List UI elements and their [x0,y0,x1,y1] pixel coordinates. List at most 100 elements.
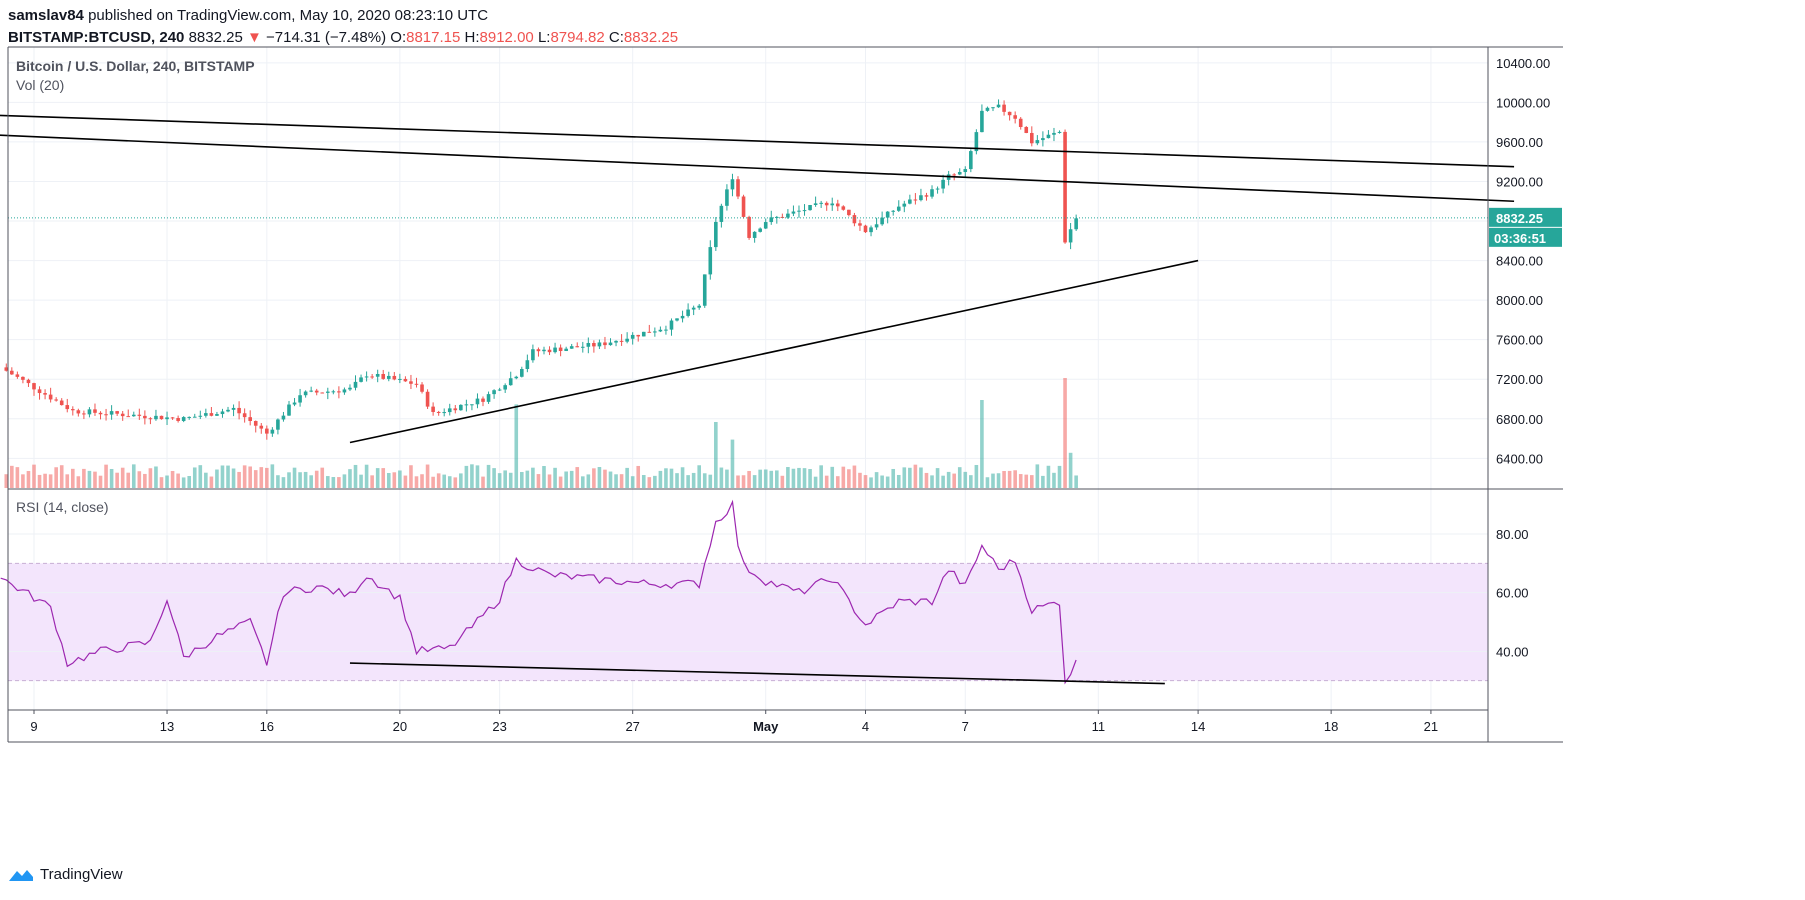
candle-body [957,172,962,175]
candle-body [331,391,336,393]
tradingview-logo[interactable]: TradingView [8,866,123,883]
candle-body [913,199,918,201]
candle-body [348,387,352,390]
candle-body [292,402,297,405]
candle-body [436,411,441,413]
candle-body [575,346,580,348]
candle-body [636,334,641,337]
volume-bar [259,467,264,488]
candle-body [425,391,430,407]
candle-body [447,408,452,413]
volume-bar [891,468,896,488]
volume-bar [1074,475,1078,488]
candle-body [858,223,862,226]
volume-bar [797,467,801,488]
time-tick-label: 7 [962,719,969,734]
candle-body [614,340,618,343]
candle-body [880,217,884,225]
time-tick-label: 4 [862,719,869,734]
volume-bar [414,476,419,488]
volume-bar [54,467,58,488]
candle-body [414,383,419,385]
volume-bar [719,467,724,488]
candle-body [115,411,119,414]
candle-body [403,378,408,382]
volume-bar [98,475,103,488]
publisher-name[interactable]: samslav84 [8,7,84,24]
volume-bar [802,468,807,488]
candle-body [309,390,313,392]
candle-body [143,415,147,419]
volume-bar [464,465,469,488]
candle-body [980,110,984,133]
published-text: published on TradingView.com, May 10, 20… [88,7,489,24]
candle-body [963,169,968,173]
volume-bar [957,467,962,488]
volume-bar [586,474,591,488]
volume-bar [298,472,302,488]
volume-bar [736,475,740,488]
candle-body [841,206,846,210]
countdown-label-bg [1489,227,1562,247]
price-tick-label: 7200.00 [1496,372,1543,387]
candle-body [48,394,53,400]
time-tick-label: 16 [260,719,274,734]
candle-body [885,211,890,218]
volume-bar [919,467,923,488]
candle-body [741,196,746,217]
candle-body [342,389,347,393]
candle-body [819,202,823,204]
volume-bar [115,472,119,488]
candle-body [59,400,64,406]
volume-bar [48,474,53,488]
candle-body [669,320,674,330]
volume-bar [597,467,602,488]
last-price: 8832.25 [188,29,243,46]
volume-bar [231,468,236,488]
candle-body [686,309,690,316]
volume-bar [885,476,890,488]
candle-body [847,209,851,216]
volume-bar [525,470,530,488]
candle-body [93,409,97,413]
volume-bar [664,468,668,488]
candle-body [154,415,158,420]
volume-bar [10,465,14,488]
volume-bar [248,466,252,488]
candle-body [364,376,369,378]
volume-bar [165,475,169,488]
volume-bar [1063,378,1067,488]
open-value: 8817.15 [406,29,461,46]
volume-bar [65,474,70,488]
volume-bar [808,469,812,488]
volume-bar [553,467,557,488]
candle-body [1035,140,1040,144]
volume-bar [531,467,535,488]
trendline-price-1 [0,114,1515,168]
volume-bar [564,471,568,488]
candle-body [974,132,979,152]
volume-bar [237,471,241,488]
volume-bar [1052,472,1056,488]
volume-bar [880,475,884,488]
volume-bar [309,475,313,488]
volume-bar [453,477,458,488]
volume-bar [242,465,247,488]
volume-bar [714,422,718,488]
volume-bar [204,472,208,488]
candle-body [431,406,435,412]
candle-body [398,378,402,380]
close-value: 8832.25 [623,29,679,46]
candle-body [902,203,907,207]
candle-body [492,390,496,395]
volume-bar [325,476,330,488]
candle-body [1068,229,1073,243]
candle-body [641,331,646,337]
candle-body [231,407,236,410]
candle-body [486,394,491,402]
candle-body [647,331,652,333]
candle-body [658,329,663,332]
candle-body [442,412,447,414]
candle-body [808,205,812,211]
